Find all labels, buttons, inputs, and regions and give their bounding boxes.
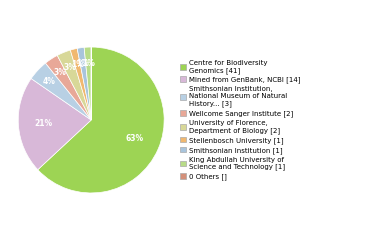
- Text: 4%: 4%: [43, 77, 56, 86]
- Text: 63%: 63%: [126, 134, 144, 144]
- Text: 3%: 3%: [54, 68, 66, 77]
- Wedge shape: [57, 50, 91, 120]
- Wedge shape: [38, 47, 164, 193]
- Wedge shape: [77, 47, 91, 120]
- Wedge shape: [70, 48, 91, 120]
- Text: 3%: 3%: [63, 63, 76, 72]
- Text: 21%: 21%: [35, 119, 53, 128]
- Wedge shape: [18, 78, 91, 170]
- Wedge shape: [84, 47, 91, 120]
- Text: 1%: 1%: [82, 59, 95, 68]
- Wedge shape: [46, 55, 91, 120]
- Wedge shape: [31, 63, 91, 120]
- Legend: Centre for Biodiversity
Genomics [41], Mined from GenBank, NCBI [14], Smithsonia: Centre for Biodiversity Genomics [41], M…: [178, 58, 302, 182]
- Text: 1%: 1%: [71, 60, 84, 69]
- Text: 1%: 1%: [76, 59, 89, 68]
